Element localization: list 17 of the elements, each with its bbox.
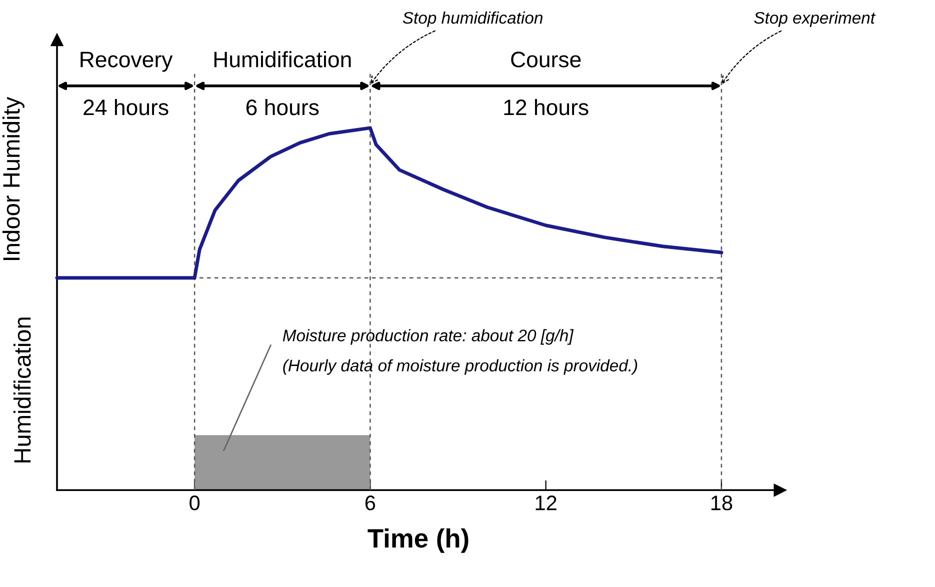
- text: 24 hours: [84, 98, 168, 116]
- x-tick-label: 18: [711, 496, 732, 510]
- text: Course: [511, 52, 581, 68]
- x-axis-title: Time (h): [368, 528, 468, 553]
- annotation: Moisture production rate: about 20 [g/h]: [282, 329, 574, 345]
- text: Stop experiment: [754, 12, 876, 28]
- text: Humidification: [214, 51, 351, 68]
- x-tick-label: 12: [536, 496, 556, 510]
- text: 6 hours: [246, 98, 319, 116]
- text: 12 hours: [504, 98, 588, 116]
- y-axis-title: Indoor Humidity: [2, 96, 24, 260]
- text: Recovery: [80, 52, 173, 72]
- x-tick-label: 0: [190, 496, 200, 510]
- text: Stop humidification: [402, 12, 542, 28]
- annotation: (Hourly data of moisture production is provided.): [283, 359, 638, 375]
- x-tick-label: 6: [365, 496, 376, 510]
- text: Humidification: [13, 318, 31, 462]
